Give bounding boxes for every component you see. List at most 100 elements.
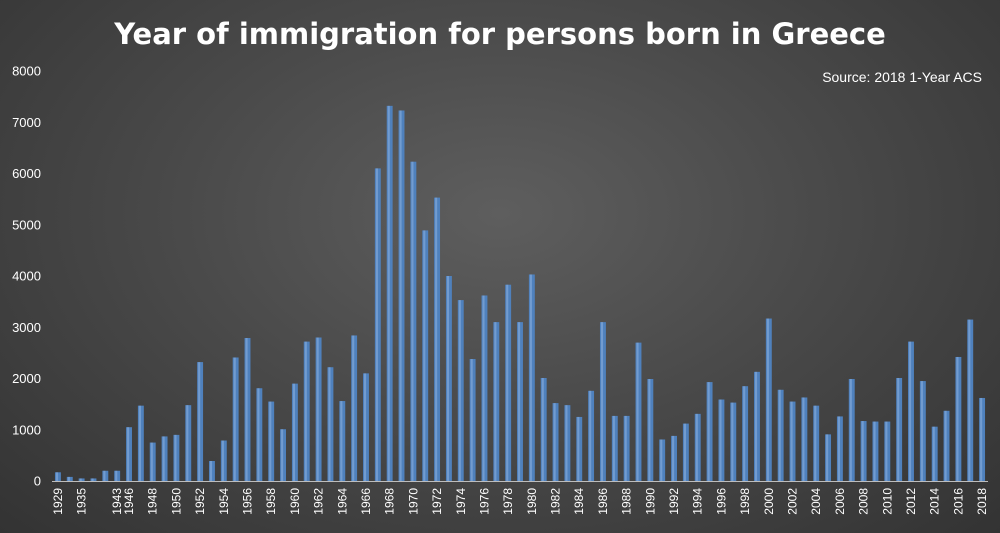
bar-highlight — [932, 426, 935, 481]
bar-highlight — [79, 478, 82, 481]
x-tick-label: 1970 — [406, 488, 420, 515]
bar-highlight — [683, 423, 686, 481]
bar-highlight — [316, 337, 319, 481]
x-tick-label: 2018 — [975, 488, 989, 515]
bar-highlight — [115, 470, 118, 481]
bar-highlight — [802, 397, 805, 481]
x-tick-label: 2010 — [880, 488, 894, 515]
source-annotation: Source: 2018 1-Year ACS — [822, 69, 982, 85]
bar-highlight — [328, 367, 331, 481]
x-tick-label: 1966 — [359, 488, 373, 515]
bar-highlight — [695, 413, 698, 481]
bar-highlight — [944, 410, 947, 481]
x-tick-label: 1952 — [193, 488, 207, 515]
bar-highlight — [162, 436, 165, 481]
bar-highlight — [909, 341, 912, 481]
bar-highlight — [719, 399, 722, 481]
bar-highlight — [624, 415, 627, 481]
bar-highlight — [198, 362, 201, 481]
bar-highlight — [150, 442, 153, 481]
bar-highlight — [340, 401, 343, 481]
bar-highlight — [778, 389, 781, 481]
bar-highlight — [174, 434, 177, 481]
bar-highlight — [873, 421, 876, 481]
x-tick-label: 1980 — [525, 488, 539, 515]
x-tick-label: 1992 — [667, 488, 681, 515]
bar-highlight — [589, 390, 592, 481]
y-tick-label: 6000 — [12, 166, 41, 181]
bar-highlight — [553, 403, 556, 481]
bar-highlight — [897, 377, 900, 481]
bar-highlight — [269, 401, 272, 481]
x-tick-label: 2002 — [786, 488, 800, 515]
bar-highlight — [600, 322, 604, 481]
x-tick-label: 1943 — [110, 488, 124, 515]
x-tick-label: 1974 — [454, 488, 468, 515]
x-tick-label: 1990 — [643, 488, 657, 515]
x-tick-label: 1929 — [51, 488, 65, 515]
bar-highlight — [968, 319, 971, 481]
bar-highlight — [67, 476, 70, 481]
bar-highlight — [209, 461, 213, 481]
x-tick-label: 1958 — [264, 488, 278, 515]
y-tick-label: 5000 — [12, 217, 41, 232]
x-tick-label: 1946 — [122, 488, 136, 515]
x-tick-label: 2000 — [762, 488, 776, 515]
bar-highlight — [518, 322, 521, 481]
bar-highlight — [103, 470, 106, 481]
bar-highlight — [257, 388, 260, 481]
x-tick-label: 1998 — [738, 488, 752, 515]
x-tick-label: 1984 — [572, 488, 586, 515]
bar-highlight — [375, 168, 378, 481]
bar-highlight — [636, 342, 639, 481]
y-tick-label: 1000 — [12, 422, 41, 437]
bar-highlight — [766, 318, 769, 481]
bar-highlight — [648, 379, 651, 481]
bar-highlight — [245, 338, 248, 481]
bar-highlight — [885, 421, 888, 481]
bar-highlight — [672, 435, 675, 481]
x-tick-label: 2008 — [857, 488, 871, 515]
x-tick-label: 1954 — [217, 488, 231, 515]
x-tick-label: 1935 — [75, 488, 89, 515]
x-tick-label: 2004 — [809, 488, 823, 515]
bar-highlight — [186, 405, 189, 481]
bar-highlight — [387, 105, 390, 481]
bar-highlight — [861, 421, 864, 481]
bar-highlight — [743, 386, 746, 481]
x-tick-label: 2006 — [833, 488, 847, 515]
bar-highlight — [506, 284, 509, 481]
bar-highlight — [814, 405, 817, 481]
x-tick-label: 1972 — [430, 488, 444, 515]
x-tick-label: 2012 — [904, 488, 918, 515]
bar-highlight — [352, 335, 355, 481]
y-tick-label: 0 — [34, 474, 41, 489]
x-tick-label: 1982 — [549, 488, 563, 515]
bar-highlight — [91, 478, 94, 481]
bar-highlight — [399, 110, 402, 482]
bar-highlight — [731, 402, 734, 481]
bar-highlight — [826, 434, 829, 481]
x-tick-label: 1950 — [169, 488, 183, 515]
bar-highlight — [707, 382, 710, 481]
bar-highlight — [435, 197, 438, 481]
x-tick-label: 1988 — [620, 488, 634, 515]
bar-highlight — [541, 377, 544, 481]
y-tick-label: 2000 — [12, 371, 41, 386]
bar-highlight — [411, 161, 414, 481]
bar-highlight — [55, 472, 59, 481]
bar-highlight — [292, 383, 295, 481]
bar-highlight — [980, 397, 983, 481]
bar-highlight — [494, 322, 497, 481]
bar-highlight — [660, 439, 663, 481]
bar-highlight — [529, 274, 532, 481]
x-tick-label: 1976 — [477, 488, 491, 515]
bar-highlight — [304, 341, 307, 481]
x-tick-label: 2016 — [951, 488, 965, 515]
bar-highlight — [790, 401, 793, 481]
bar-highlight — [612, 415, 615, 481]
bar-highlight — [837, 416, 841, 481]
bar-highlight — [482, 295, 485, 481]
